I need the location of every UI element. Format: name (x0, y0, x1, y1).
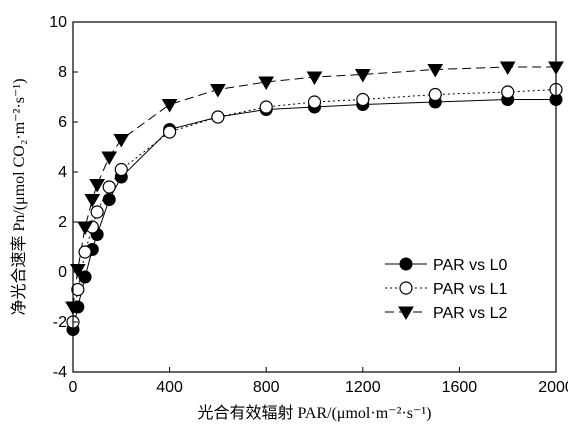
x-tick-label: 1600 (442, 379, 478, 396)
y-tick-label: 10 (49, 14, 67, 31)
y-tick-label: 4 (58, 164, 67, 181)
data-point-series-2 (258, 76, 275, 90)
legend-label-0: PAR vs L0 (433, 257, 508, 274)
series-line-2 (72, 66, 556, 308)
legend: PAR vs L0 PAR vs L1 PAR vs L2 (385, 257, 508, 322)
y-tick-label: 2 (58, 214, 67, 231)
legend-marker-0 (399, 257, 413, 271)
data-point-series-2 (161, 99, 178, 113)
y-tick-label: -2 (53, 314, 67, 331)
axes (72, 21, 557, 373)
data-point-series-1 (259, 100, 273, 114)
data-point-series-2 (101, 151, 118, 165)
legend-marker-1 (399, 281, 413, 295)
data-point-series-2 (69, 264, 86, 278)
data-point-series-1 (356, 92, 370, 107)
legend-label-1: PAR vs L1 (433, 281, 508, 298)
y-tick-label: 8 (58, 64, 67, 81)
data-point-series-1 (114, 162, 128, 177)
data-point-series-2 (306, 71, 323, 85)
data-point-series-2 (210, 84, 226, 98)
data-point-series-1 (501, 85, 515, 99)
y-axis-title: 净光合速率 Pn/(μmol CO₂·m⁻²·s⁻¹) (10, 78, 28, 315)
y-tick-label: 6 (58, 114, 67, 131)
data-point-series-2 (113, 134, 130, 148)
x-tick-label: 2000 (538, 379, 568, 396)
data-point-series-1 (78, 245, 92, 259)
data-point-series-1 (163, 125, 177, 139)
data-point-series-1 (307, 95, 322, 109)
x-tick-label: 800 (253, 379, 280, 396)
data-point-series-2 (427, 64, 444, 78)
data-point-series-1 (102, 180, 116, 194)
data-point-series-2 (499, 61, 516, 75)
plot-frame (72, 21, 557, 373)
data-point-series-1 (90, 205, 104, 219)
data-point-series-2 (354, 69, 371, 83)
x-tick-label: 0 (69, 379, 78, 396)
data-point-series-2 (84, 194, 101, 208)
data-point-series-0 (78, 270, 92, 284)
data-point-series-1 (211, 110, 225, 124)
data-point-series-0 (102, 193, 116, 206)
axis-titles: 光合有效辐射 PAR/(μmol·m⁻²·s⁻¹) 净光合速率 Pn/(μmol … (10, 78, 432, 422)
y-tick-label: 0 (58, 264, 67, 281)
x-axis-title: 光合有效辐射 PAR/(μmol·m⁻²·s⁻¹) (197, 404, 431, 422)
legend-marker-2 (398, 306, 414, 320)
data-point-series-2 (89, 179, 106, 193)
series-markers (65, 61, 564, 336)
y-tick-label: -4 (53, 364, 67, 381)
data-point-series-1 (428, 87, 442, 102)
data-point-series-1 (71, 282, 85, 297)
x-tick-label: 400 (156, 379, 183, 396)
x-tick-label: 1200 (345, 379, 381, 396)
tick-labels: 0 400 800 1200 1600 2000 -4 -2 0 2 4 6 8 10 (49, 14, 568, 396)
data-point-series-2 (77, 221, 93, 235)
legend-label-2: PAR vs L2 (433, 305, 508, 322)
